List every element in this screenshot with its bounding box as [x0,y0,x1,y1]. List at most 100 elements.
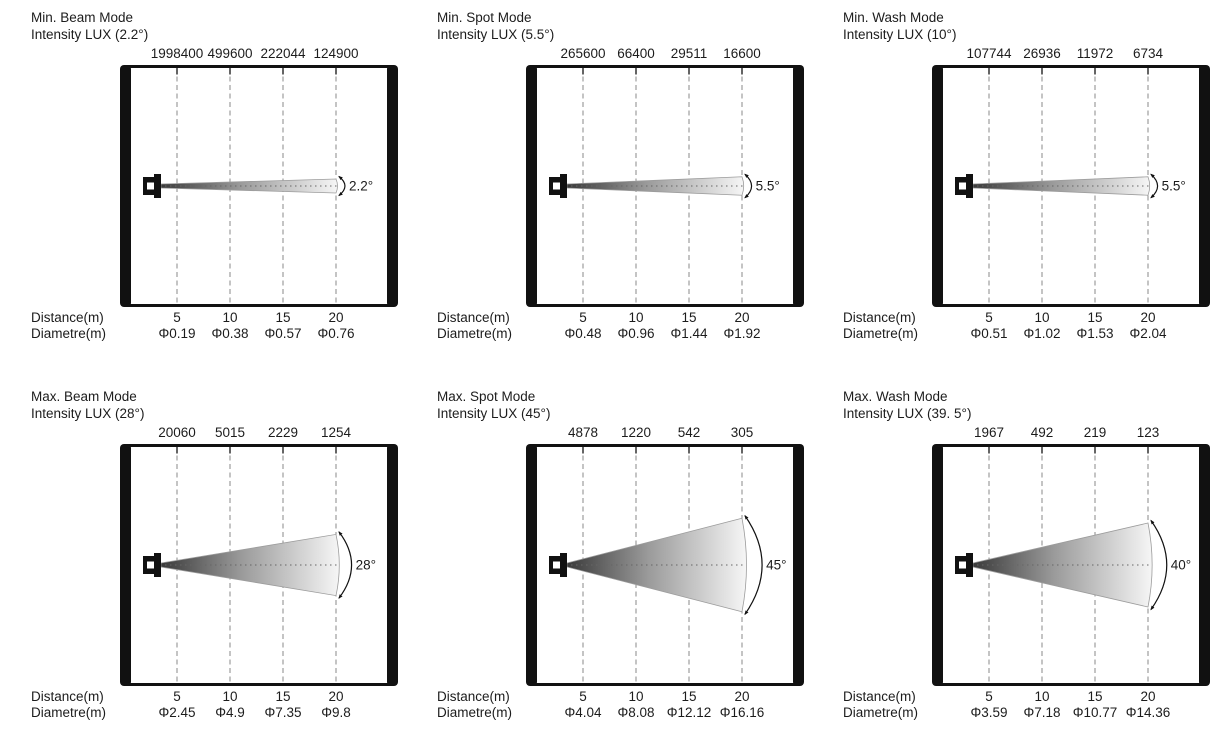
panel-subtitle: Intensity LUX (2.2°) [31,27,149,42]
distance-value: 15 [1087,689,1103,704]
photometric-diagram-sheet: Min. Beam Mode Intensity LUX (2.2°) 1998… [0,5,1220,731]
intensity-value: 20060 [158,425,196,440]
panel-subtitle: Intensity LUX (10°) [843,27,957,42]
panel-header: Max. Wash Mode Intensity LUX (39. 5°) [843,388,971,422]
beam-angle-label: 28° [356,558,376,573]
frame-left-bar [932,444,943,686]
diametre-row-label: Diametre(m) [437,705,513,720]
beam-angle-label: 2.2° [349,179,373,194]
distance-value: 15 [681,689,697,704]
intensity-value: 542 [677,425,701,440]
fixture-icon [143,553,161,577]
beam-diagram: 5.5° [932,65,1210,307]
panel-max-beam-mode: Max. Beam Mode Intensity LUX (28°) 20060… [4,384,404,731]
intensity-value: 29511 [670,46,708,61]
panel-header: Max. Spot Mode Intensity LUX (45°) [437,388,550,422]
fixture-icon [549,174,567,198]
intensity-value: 66400 [617,46,655,61]
diameter-value: Φ0.96 [617,326,655,341]
distance-value: 5 [579,310,587,325]
panel-title: Min. Wash Mode [843,10,944,25]
diagram-row-min-modes: Min. Beam Mode Intensity LUX (2.2°) 1998… [0,5,1220,352]
distance-row-label: Distance(m) [843,689,916,704]
diameter-value: Φ8.08 [617,705,655,720]
diametre-row-label: Diametre(m) [437,326,513,341]
beam-diagram: 2.2° [120,65,398,307]
beam-angle-label: 40° [1171,558,1191,573]
intensity-value: 16600 [723,46,761,61]
diametre-row-label: Diametre(m) [31,326,107,341]
beam-cone [566,176,745,196]
beam-angle-arc [338,175,346,197]
distance-row-label: Distance(m) [843,310,916,325]
distance-value: 15 [275,310,291,325]
frame-left-bar [120,65,131,307]
beam-diagram: 40° [932,444,1210,686]
beam-cone [160,178,338,194]
distance-row-label: Distance(m) [31,310,104,325]
panel-header: Min. Beam Mode Intensity LUX (2.2°) [31,9,148,43]
diameter-value: Φ7.35 [264,705,302,720]
intensity-value: 1998400 [150,46,204,61]
diametre-row-label: Diametre(m) [843,326,919,341]
panel-max-wash-mode: Max. Wash Mode Intensity LUX (39. 5°) 19… [816,384,1216,731]
distance-value: 15 [681,310,697,325]
frame-right-bar [387,444,398,686]
intensity-value: 499600 [207,46,253,61]
intensity-value: 1967 [973,425,1005,440]
frame-left-bar [526,65,537,307]
intensity-value: 1254 [320,425,352,440]
panel-subtitle: Intensity LUX (39. 5°) [843,406,972,421]
diameter-value: Φ1.44 [670,326,708,341]
panel-title: Min. Beam Mode [31,10,134,25]
diameter-value: Φ1.02 [1023,326,1061,341]
intensity-value: 123 [1136,425,1160,440]
frame-left-bar [932,65,943,307]
diameter-value: Φ12.12 [666,705,712,720]
diameter-value: Φ1.92 [723,326,761,341]
beam-angle-arc [1150,173,1159,199]
diameter-value: Φ4.04 [564,705,602,720]
frame-right-bar [793,444,804,686]
beam-angle-label: 5.5° [756,179,780,194]
diameter-value: Φ3.59 [970,705,1008,720]
beam-angle-arc [338,531,353,599]
diameter-value: Φ7.18 [1023,705,1061,720]
distance-value: 20 [734,689,750,704]
diameter-value: Φ0.38 [211,326,249,341]
intensity-value: 26936 [1023,46,1061,61]
distance-value: 5 [985,689,993,704]
distance-value: 20 [734,310,750,325]
panel-max-spot-mode: Max. Spot Mode Intensity LUX (45°) 4878 … [410,384,810,731]
frame-right-bar [793,65,804,307]
distance-value: 15 [275,689,291,704]
distance-value: 10 [628,310,644,325]
diametre-row-label: Diametre(m) [31,705,107,720]
panel-header: Min. Wash Mode Intensity LUX (10°) [843,9,956,43]
diameter-value: Φ0.51 [970,326,1008,341]
frame-right-bar [1199,444,1210,686]
frame-left-bar [120,444,131,686]
diameter-value: Φ10.77 [1072,705,1118,720]
intensity-value: 1220 [620,425,652,440]
beam-diagram: 45° [526,444,804,686]
distance-value: 20 [1140,689,1156,704]
intensity-value: 492 [1030,425,1054,440]
fixture-icon [955,174,973,198]
intensity-value: 305 [730,425,754,440]
fixture-icon [143,174,161,198]
diameter-value: Φ2.45 [158,705,196,720]
diameter-value: Φ0.48 [564,326,602,341]
intensity-value: 6734 [1132,46,1164,61]
distance-value: 15 [1087,310,1103,325]
diameter-value: Φ0.19 [158,326,196,341]
diametre-row-label: Diametre(m) [843,705,919,720]
beam-angle-arc [744,173,753,199]
panel-header: Min. Spot Mode Intensity LUX (5.5°) [437,9,554,43]
distance-row-label: Distance(m) [437,689,510,704]
distance-value: 20 [328,310,344,325]
intensity-value: 124900 [313,46,359,61]
diameter-value: Φ14.36 [1125,705,1171,720]
diameter-value: Φ1.53 [1076,326,1114,341]
intensity-value: 107744 [966,46,1012,61]
